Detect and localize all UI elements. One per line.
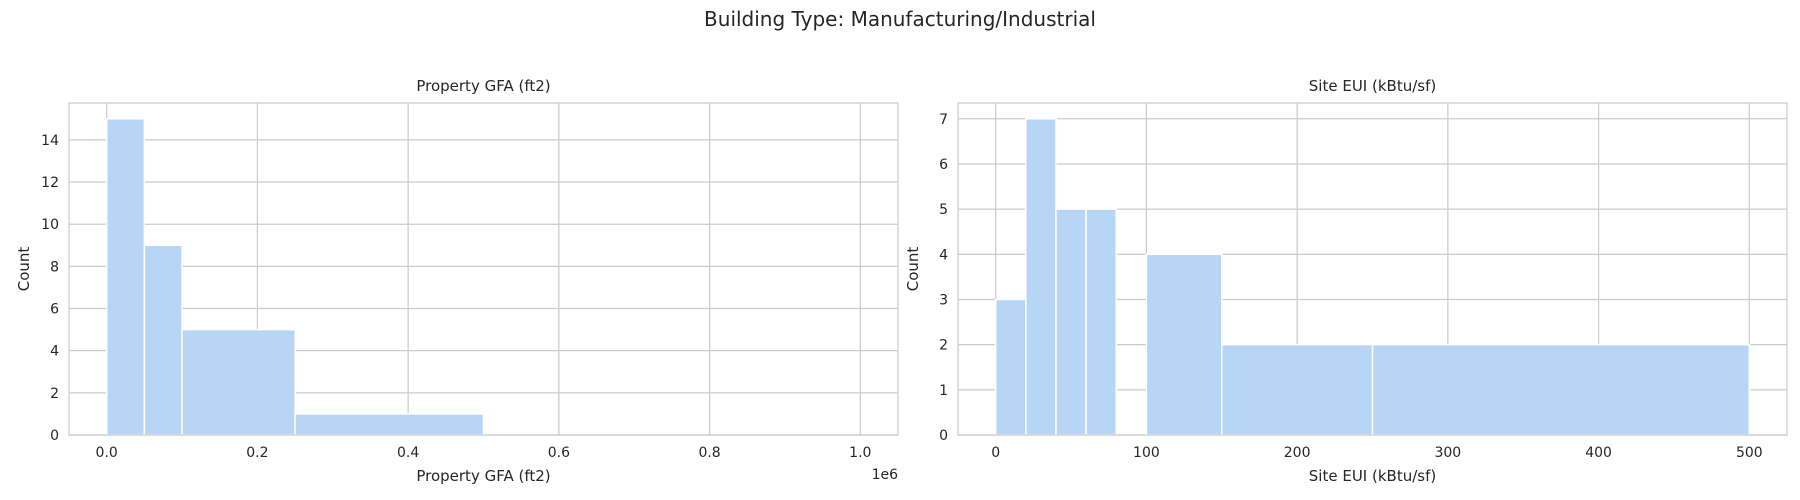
histogram-bar: [294, 413, 485, 436]
x-tick-label: 0.0: [96, 445, 118, 461]
histogram-bar: [1145, 253, 1223, 436]
x-axis-label: Site EUI (kBtu/sf): [1309, 467, 1436, 485]
y-axis-label: Count: [15, 247, 33, 292]
y-tick-label: 8: [50, 259, 59, 275]
subplot-2: 0 100 200 300 400 500 0 1 2 3 4 5 6 7 Site EUI (kBtu/s…: [904, 77, 1788, 485]
plot-frame: [68, 102, 899, 436]
x-tick-label: 500: [1736, 445, 1763, 461]
y-tick-label: 0: [50, 428, 59, 444]
histogram-bar: [105, 118, 146, 436]
histogram-bar: [1371, 343, 1751, 436]
y-tick-label: 14: [41, 133, 59, 149]
y-tick-label: 4: [50, 344, 59, 360]
histogram-bar: [181, 328, 296, 436]
y-tick-label: 1: [939, 383, 948, 399]
subplot-title: Property GFA (ft2): [416, 77, 550, 95]
y-tick-label: 12: [41, 175, 59, 191]
histogram-bar: [1025, 118, 1057, 436]
x-tick-label: 100: [1133, 445, 1160, 461]
x-tick-label: 200: [1284, 445, 1311, 461]
y-tick-label: 0: [939, 428, 948, 444]
histogram-bar: [1221, 343, 1374, 436]
histogram-bar: [1055, 208, 1087, 436]
y-axis-label: Count: [904, 247, 922, 292]
subplot-1: 0.0 0.2 0.4 0.6 0.8 1.0 0 2 4 6 8 10 12 14 Property GF…: [15, 77, 899, 485]
y-tick-label: 2: [50, 386, 59, 402]
x-tick-label: 0.2: [246, 445, 268, 461]
y-tick-label: 5: [939, 202, 948, 218]
x-tick-label: 400: [1585, 445, 1612, 461]
x-tick-label: 0.6: [548, 445, 570, 461]
x-offset-label: 1e6: [872, 467, 899, 483]
subplot-title: Site EUI (kBtu/sf): [1309, 77, 1436, 95]
x-tick-label: 0.4: [397, 445, 419, 461]
figure-title: Building Type: Manufacturing/Industrial: [704, 7, 1096, 31]
histogram-bar: [994, 298, 1027, 436]
y-tick-label: 3: [939, 292, 948, 308]
x-tick-label: 0: [991, 445, 1000, 461]
x-tick-label: 300: [1434, 445, 1461, 461]
plot-frame: [957, 102, 1788, 436]
y-tick-label: 6: [50, 302, 59, 318]
x-tick-label: 1.0: [849, 445, 871, 461]
y-tick-label: 10: [41, 217, 59, 233]
x-tick-label: 0.8: [698, 445, 720, 461]
histogram-bar: [1085, 208, 1118, 436]
y-tick-label: 6: [939, 157, 948, 173]
x-axis-label: Property GFA (ft2): [416, 467, 550, 485]
histogram-bar: [143, 244, 183, 436]
y-tick-label: 7: [939, 112, 948, 128]
y-tick-label: 4: [939, 247, 948, 263]
y-tick-label: 2: [939, 338, 948, 354]
